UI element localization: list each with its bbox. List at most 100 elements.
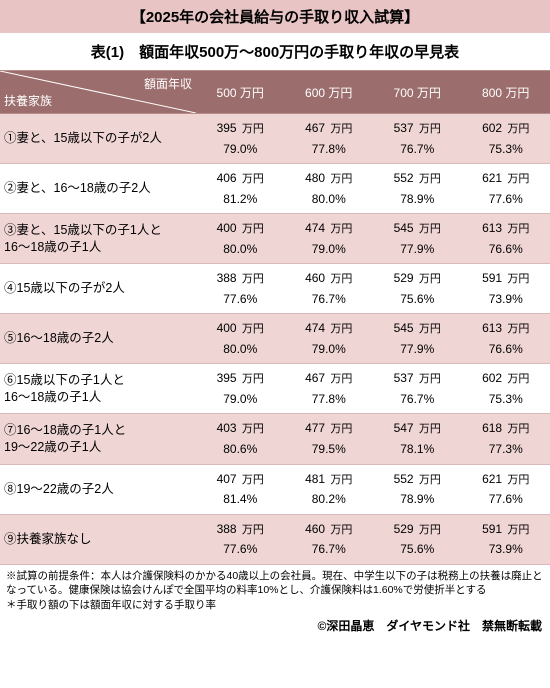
amount-value: 406 万円 xyxy=(198,168,283,189)
value-cell: 591 万円73.9% xyxy=(462,514,550,564)
table-row: ⑥15歳以下の子1人と16～18歳の子1人395 万円79.0%467 万円77… xyxy=(0,364,550,414)
value-cell: 407 万円81.4% xyxy=(196,464,285,514)
col-header-600: 600 万円 xyxy=(285,71,374,114)
value-cell: 400 万円80.0% xyxy=(196,214,285,264)
value-cell: 395 万円79.0% xyxy=(196,114,285,164)
rate-value: 79.5% xyxy=(287,439,372,459)
value-cell: 388 万円77.6% xyxy=(196,264,285,314)
value-cell: 621 万円77.6% xyxy=(462,164,550,214)
amount-value: 474 万円 xyxy=(287,318,372,339)
table-row: ①妻と、15歳以下の子が2人395 万円79.0%467 万円77.8%537 … xyxy=(0,114,550,164)
amount-value: 460 万円 xyxy=(287,519,372,540)
amount-value: 529 万円 xyxy=(375,519,460,540)
amount-value: 545 万円 xyxy=(375,318,460,339)
rate-value: 80.0% xyxy=(198,339,283,359)
amount-value: 477 万円 xyxy=(287,418,372,439)
amount-value: 467 万円 xyxy=(287,368,372,389)
table-row: ⑧19～22歳の子2人407 万円81.4%481 万円80.2%552 万円7… xyxy=(0,464,550,514)
rate-value: 77.6% xyxy=(464,189,549,209)
value-cell: 388 万円77.6% xyxy=(196,514,285,564)
amount-value: 552 万円 xyxy=(375,168,460,189)
table-caption: 表(1) 額面年収500万～800万円の手取り年収の早見表 xyxy=(0,33,550,71)
value-cell: 591 万円73.9% xyxy=(462,264,550,314)
amount-value: 537 万円 xyxy=(375,118,460,139)
value-cell: 403 万円80.6% xyxy=(196,414,285,464)
value-cell: 467 万円77.8% xyxy=(285,364,374,414)
row-axis-label: 扶養家族 xyxy=(4,92,52,109)
table-container: 【2025年の会社員給与の手取り収入試算】 表(1) 額面年収500万～800万… xyxy=(0,0,550,642)
row-label: ④15歳以下の子が2人 xyxy=(0,264,196,314)
rate-value: 77.3% xyxy=(464,439,549,459)
amount-value: 552 万円 xyxy=(375,469,460,490)
col-header-700: 700 万円 xyxy=(373,71,462,114)
value-cell: 474 万円79.0% xyxy=(285,214,374,264)
rate-value: 77.9% xyxy=(375,339,460,359)
value-cell: 545 万円77.9% xyxy=(373,214,462,264)
col-header-500: 500 万円 xyxy=(196,71,285,114)
value-cell: 477 万円79.5% xyxy=(285,414,374,464)
table-row: ⑨扶養家族なし388 万円77.6%460 万円76.7%529 万円75.6%… xyxy=(0,514,550,564)
diagonal-header: 扶養家族 額面年収 xyxy=(0,71,196,114)
rate-value: 76.7% xyxy=(287,539,372,559)
amount-value: 388 万円 xyxy=(198,519,283,540)
page-title: 【2025年の会社員給与の手取り収入試算】 xyxy=(0,0,550,33)
value-cell: 480 万円80.0% xyxy=(285,164,374,214)
rate-value: 80.0% xyxy=(287,189,372,209)
rate-value: 78.9% xyxy=(375,489,460,509)
value-cell: 460 万円76.7% xyxy=(285,514,374,564)
rate-value: 80.0% xyxy=(198,239,283,259)
rate-value: 76.6% xyxy=(464,339,549,359)
amount-value: 591 万円 xyxy=(464,268,549,289)
row-label: ⑦16～18歳の子1人と19～22歳の子1人 xyxy=(0,414,196,464)
amount-value: 467 万円 xyxy=(287,118,372,139)
value-cell: 529 万円75.6% xyxy=(373,264,462,314)
row-label: ⑥15歳以下の子1人と16～18歳の子1人 xyxy=(0,364,196,414)
rate-value: 79.0% xyxy=(287,239,372,259)
header-row: 扶養家族 額面年収 500 万円 600 万円 700 万円 800 万円 xyxy=(0,71,550,114)
value-cell: 552 万円78.9% xyxy=(373,164,462,214)
row-label: ⑨扶養家族なし xyxy=(0,514,196,564)
rate-value: 76.7% xyxy=(375,139,460,159)
row-label: ②妻と、16～18歳の子2人 xyxy=(0,164,196,214)
row-label: ⑤16～18歳の子2人 xyxy=(0,314,196,364)
rate-value: 73.9% xyxy=(464,539,549,559)
amount-value: 618 万円 xyxy=(464,418,549,439)
value-cell: 481 万円80.2% xyxy=(285,464,374,514)
rate-value: 75.3% xyxy=(464,389,549,409)
rate-value: 73.9% xyxy=(464,289,549,309)
table-row: ③妻と、15歳以下の子1人と16～18歳の子1人400 万円80.0%474 万… xyxy=(0,214,550,264)
rate-value: 78.1% xyxy=(375,439,460,459)
rate-value: 75.3% xyxy=(464,139,549,159)
value-cell: 537 万円76.7% xyxy=(373,114,462,164)
value-cell: 460 万円76.7% xyxy=(285,264,374,314)
footnotes: ※試算の前提条件：本人は介護保険料のかかる40歳以上の会社員。現在、中学生以下の… xyxy=(0,565,550,615)
rate-value: 76.7% xyxy=(375,389,460,409)
value-cell: 545 万円77.9% xyxy=(373,314,462,364)
footnote-2: ＊手取り額の下は額面年収に対する手取り率 xyxy=(6,598,544,613)
row-label: ③妻と、15歳以下の子1人と16～18歳の子1人 xyxy=(0,214,196,264)
amount-value: 403 万円 xyxy=(198,418,283,439)
rate-value: 76.6% xyxy=(464,239,549,259)
value-cell: 618 万円77.3% xyxy=(462,414,550,464)
amount-value: 481 万円 xyxy=(287,469,372,490)
rate-value: 79.0% xyxy=(287,339,372,359)
value-cell: 395 万円79.0% xyxy=(196,364,285,414)
rate-value: 77.8% xyxy=(287,139,372,159)
rate-value: 79.0% xyxy=(198,389,283,409)
table-row: ⑤16～18歳の子2人400 万円80.0%474 万円79.0%545 万円7… xyxy=(0,314,550,364)
rate-value: 78.9% xyxy=(375,189,460,209)
value-cell: 406 万円81.2% xyxy=(196,164,285,214)
value-cell: 621 万円77.6% xyxy=(462,464,550,514)
rate-value: 77.6% xyxy=(464,489,549,509)
rate-value: 80.2% xyxy=(287,489,372,509)
amount-value: 602 万円 xyxy=(464,368,549,389)
amount-value: 407 万円 xyxy=(198,469,283,490)
table-row: ②妻と、16～18歳の子2人406 万円81.2%480 万円80.0%552 … xyxy=(0,164,550,214)
income-table: 扶養家族 額面年収 500 万円 600 万円 700 万円 800 万円 ①妻… xyxy=(0,71,550,565)
amount-value: 621 万円 xyxy=(464,469,549,490)
value-cell: 537 万円76.7% xyxy=(373,364,462,414)
rate-value: 75.6% xyxy=(375,289,460,309)
value-cell: 474 万円79.0% xyxy=(285,314,374,364)
value-cell: 400 万円80.0% xyxy=(196,314,285,364)
amount-value: 388 万円 xyxy=(198,268,283,289)
